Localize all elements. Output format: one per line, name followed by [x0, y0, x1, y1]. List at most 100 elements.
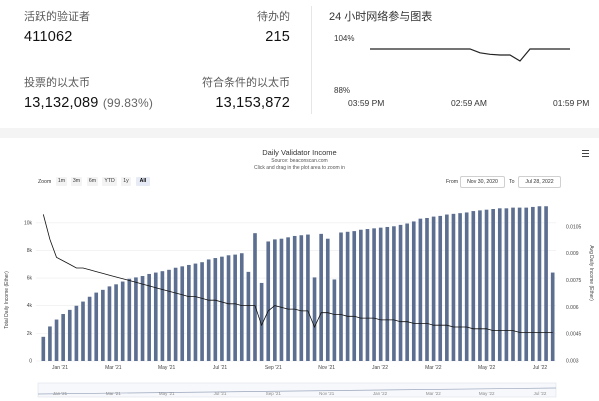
income-bar — [511, 207, 515, 361]
income-bar — [431, 216, 436, 361]
pending-label: 待办的 — [257, 11, 290, 23]
y-left-tick-label: 8k — [27, 248, 33, 254]
income-bar — [239, 253, 244, 361]
income-chart[interactable]: 0 2k 4k 6k 8k 10k 0.003 0.0045 0.006 0.0075 0.009 0… — [0, 195, 599, 401]
navigator-tick-label: Jul '22 — [534, 391, 547, 396]
to-date-input[interactable]: Jul 28, 2022 — [518, 176, 561, 188]
income-bar — [187, 264, 191, 361]
navigator-tick-label: Sep '21 — [266, 391, 282, 396]
income-bar — [67, 309, 72, 361]
income-bar — [352, 231, 357, 361]
navigator-tick-label: May '21 — [159, 391, 175, 396]
income-bar — [74, 305, 79, 361]
income-bar — [411, 221, 416, 361]
income-bar — [213, 258, 218, 361]
participation-x-tick-0: 03:59 PM — [348, 98, 385, 108]
income-bar — [41, 336, 46, 361]
y-right-tick-label: 0.0105 — [566, 224, 582, 230]
participation-y-top: 104% — [334, 34, 355, 43]
y-right-tick-label: 0.006 — [566, 305, 579, 311]
zoom-label: Zoom — [38, 179, 52, 185]
income-bar — [378, 227, 383, 361]
y-right-tick-label: 0.0075 — [566, 278, 582, 284]
income-bar — [246, 271, 251, 361]
pending-value: 215 — [265, 29, 290, 45]
x-tick-label: Sep '21 — [265, 365, 282, 371]
active-validators-label: 活跃的验证者 — [24, 11, 90, 23]
income-bar — [114, 284, 118, 361]
income-bar — [140, 276, 145, 361]
eligible-ether-label: 符合条件的以太币 — [202, 77, 290, 89]
income-bar — [537, 206, 542, 361]
panel-divider — [311, 6, 312, 114]
participation-line — [370, 48, 570, 62]
from-date-input[interactable]: Nov 30, 2020 — [460, 176, 505, 188]
income-bar — [385, 226, 390, 361]
navigator-tick-label: Jan '22 — [373, 391, 388, 396]
participation-x-tick-2: 01:59 PM — [553, 98, 590, 108]
x-tick-label: May '21 — [158, 365, 176, 371]
zoom-1y-button[interactable]: 1y — [121, 177, 131, 186]
zoom-ytd-button[interactable]: YTD — [102, 177, 117, 186]
income-bar — [147, 273, 151, 361]
to-label: To — [509, 179, 515, 185]
income-bar — [550, 272, 555, 361]
x-tick-label: Mar '21 — [105, 365, 122, 371]
zoom-3m-button[interactable]: 3m — [71, 177, 82, 186]
income-bar — [220, 256, 224, 361]
income-bar — [319, 233, 323, 361]
income-bar — [107, 286, 112, 361]
voting-ether-pct: (99.83%) — [102, 96, 154, 110]
income-bar — [471, 211, 476, 361]
zoom-6m-button[interactable]: 6m — [87, 177, 98, 186]
x-tick-label: Mar '22 — [425, 365, 442, 371]
income-bar — [451, 213, 456, 361]
income-bar — [312, 277, 317, 361]
participation-chart — [370, 48, 570, 62]
participation-x-tick-1: 02:59 AM — [451, 98, 487, 108]
income-bar — [81, 301, 85, 361]
income-bar — [101, 289, 105, 361]
navigator-track[interactable] — [37, 382, 557, 398]
income-bar — [61, 314, 65, 361]
chart-subtitle: Source: beaconscan.com — [271, 158, 328, 164]
hamburger-icon[interactable] — [582, 150, 589, 157]
income-bar — [292, 235, 297, 361]
y-left-tick-label: 0 — [29, 359, 32, 365]
income-bar — [464, 212, 469, 361]
income-bar — [134, 277, 138, 361]
income-bar — [405, 223, 409, 361]
income-bar — [458, 213, 462, 361]
income-bar — [279, 238, 284, 361]
income-bar — [398, 224, 403, 361]
income-bar — [478, 210, 482, 361]
income-bar — [484, 209, 489, 361]
income-bar — [345, 231, 350, 361]
y-left-tick-label: 4k — [27, 303, 33, 309]
income-bar — [226, 255, 231, 361]
income-bar — [167, 269, 171, 361]
income-bar — [120, 281, 125, 361]
eligible-ether-value: 13,153,872 — [215, 95, 290, 111]
zoom-1m-button[interactable]: 1m — [56, 177, 67, 186]
income-bar — [418, 218, 423, 361]
navigator[interactable]: Jan '21 Mar '21 May '21 Jul '21 Sep '21 Nov '… — [37, 382, 557, 398]
income-bar — [286, 237, 290, 361]
income-bar — [94, 292, 99, 361]
income-bar — [544, 206, 548, 361]
income-bar — [153, 272, 158, 361]
x-tick-label: May '22 — [478, 365, 496, 371]
zoom-all-button[interactable]: All — [136, 177, 150, 186]
income-bar — [524, 207, 529, 361]
income-bar — [517, 207, 522, 361]
income-bar — [332, 279, 337, 361]
income-bar — [365, 229, 370, 361]
navigator-tick-label: Mar '21 — [106, 391, 121, 396]
y-right-tick-label: 0.0045 — [566, 332, 582, 338]
navigator-tick-label: Jul '21 — [214, 391, 227, 396]
income-bar — [160, 271, 165, 361]
income-bar — [299, 235, 304, 361]
navigator-tick-label: Mar '22 — [426, 391, 441, 396]
y-right-tick-label: 0.009 — [566, 251, 579, 257]
income-bar — [127, 278, 132, 361]
